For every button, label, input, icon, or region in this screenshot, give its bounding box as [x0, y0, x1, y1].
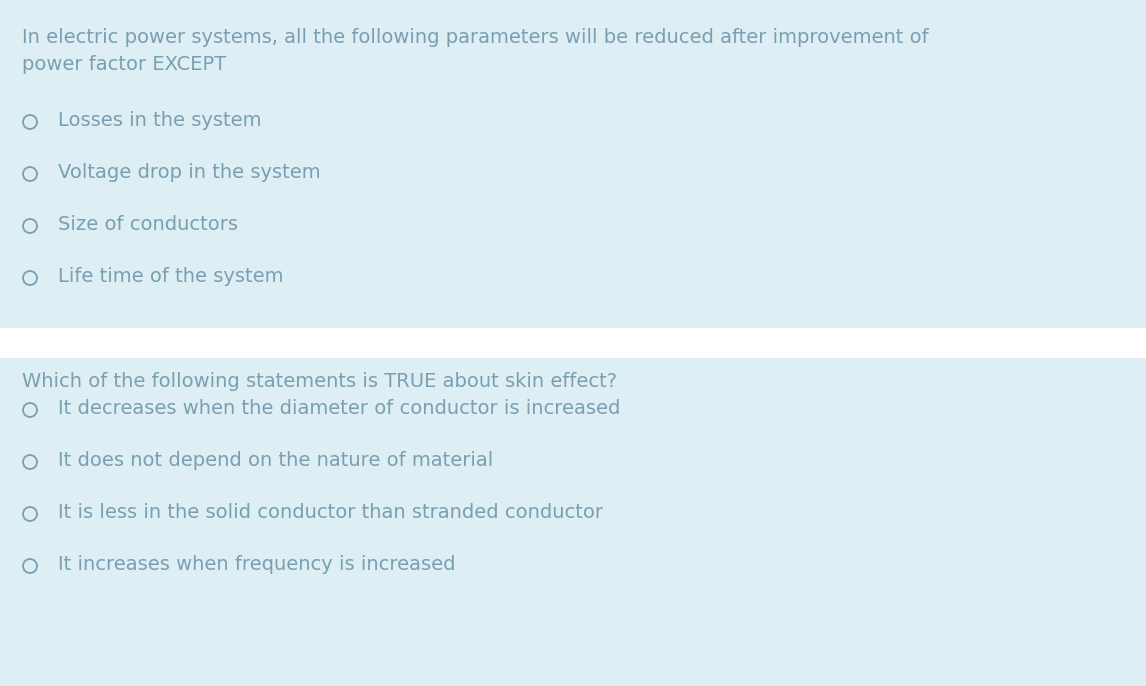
- Text: Voltage drop in the system: Voltage drop in the system: [58, 163, 321, 182]
- Text: Which of the following statements is TRUE about skin effect?: Which of the following statements is TRU…: [22, 372, 618, 391]
- Text: It increases when frequency is increased: It increases when frequency is increased: [58, 555, 455, 574]
- Text: Life time of the system: Life time of the system: [58, 267, 283, 286]
- Bar: [0, 358, 1146, 686]
- Text: In electric power systems, all the following parameters will be reduced after im: In electric power systems, all the follo…: [22, 28, 928, 74]
- Text: It decreases when the diameter of conductor is increased: It decreases when the diameter of conduc…: [58, 399, 620, 418]
- Text: Size of conductors: Size of conductors: [58, 215, 238, 234]
- Text: It is less in the solid conductor than stranded conductor: It is less in the solid conductor than s…: [58, 503, 603, 522]
- Text: It does not depend on the nature of material: It does not depend on the nature of mate…: [58, 451, 493, 470]
- Bar: [0, 0, 1146, 328]
- Text: Losses in the system: Losses in the system: [58, 111, 261, 130]
